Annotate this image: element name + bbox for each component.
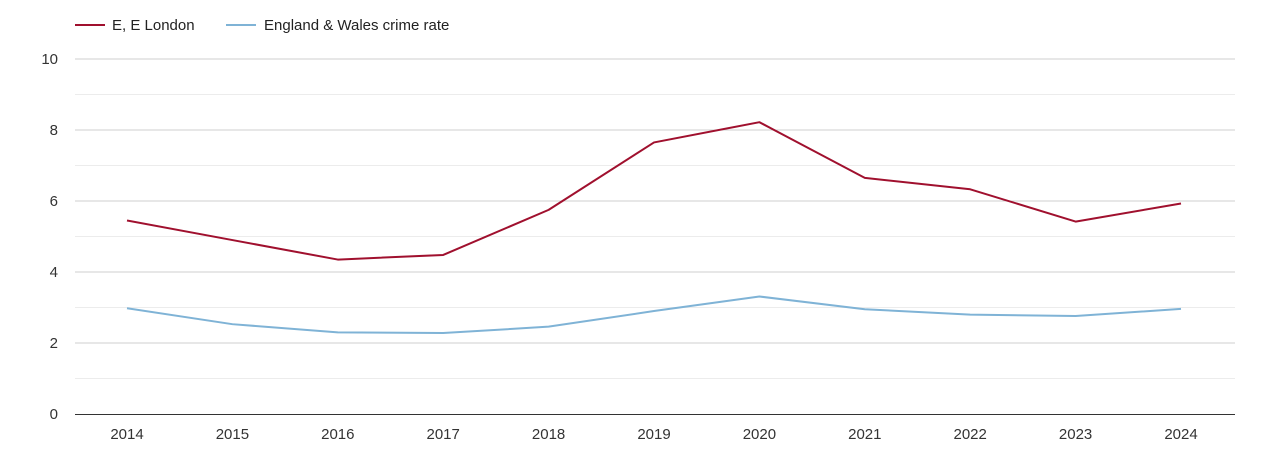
x-tick-label: 2015 bbox=[216, 426, 249, 443]
y-tick-label: 6 bbox=[50, 193, 58, 210]
x-tick-label: 2022 bbox=[954, 426, 987, 443]
y-tick-label: 10 bbox=[41, 51, 58, 68]
legend: E, E London England & Wales crime rate bbox=[75, 17, 449, 34]
axes: 0 2 4 6 8 10 2014 2015 2016 2017 2018 2019 2020 2021 2… bbox=[41, 51, 1235, 443]
x-tick-label: 2024 bbox=[1164, 426, 1197, 443]
x-tick-label: 2014 bbox=[110, 426, 143, 443]
x-tick-label: 2023 bbox=[1059, 426, 1092, 443]
legend-item-england-wales[interactable]: England & Wales crime rate bbox=[226, 17, 449, 34]
series-line-1 bbox=[126, 295, 1182, 335]
y-tick-label: 4 bbox=[50, 264, 58, 281]
y-tick-label: 8 bbox=[50, 122, 58, 139]
series-line-0 bbox=[126, 121, 1182, 261]
series-lines bbox=[126, 121, 1182, 335]
legend-label-england-wales: England & Wales crime rate bbox=[264, 17, 449, 34]
legend-label-e-london: E, E London bbox=[112, 17, 195, 34]
x-tick-label: 2017 bbox=[427, 426, 460, 443]
x-tick-label: 2018 bbox=[532, 426, 565, 443]
x-tick-label: 2021 bbox=[848, 426, 881, 443]
x-tick-label: 2019 bbox=[637, 426, 670, 443]
y-tick-label: 2 bbox=[50, 335, 58, 352]
x-tick-label: 2016 bbox=[321, 426, 354, 443]
legend-item-e-london[interactable]: E, E London bbox=[75, 17, 195, 34]
grid-lines bbox=[75, 58, 1235, 379]
x-tick-label: 2020 bbox=[743, 426, 776, 443]
y-tick-label: 0 bbox=[50, 406, 58, 423]
